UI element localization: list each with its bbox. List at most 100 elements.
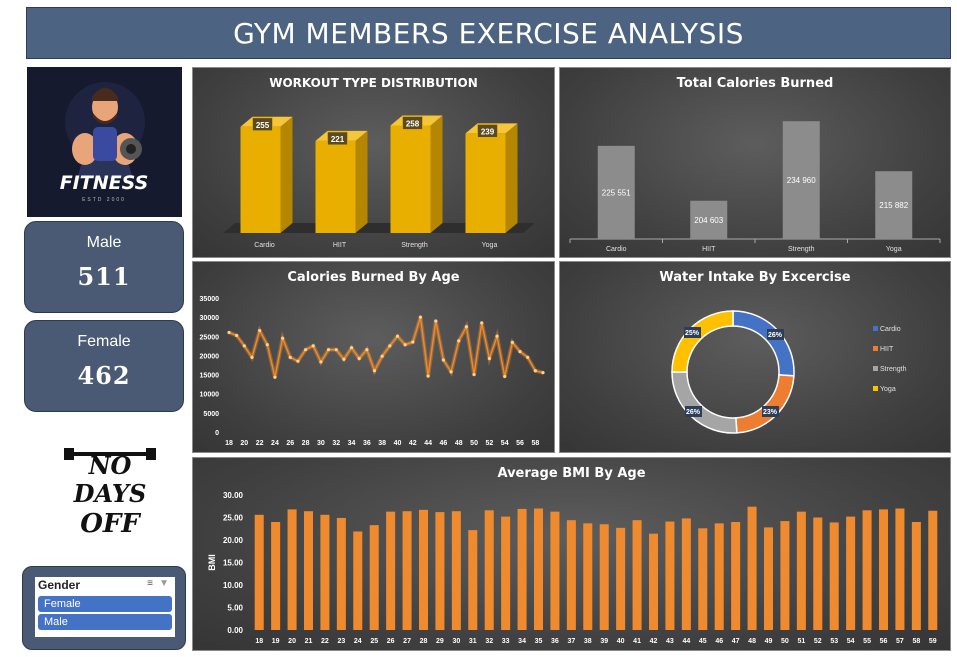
slicer-header: Gender ≡ ▼ (35, 577, 175, 594)
data-point (319, 360, 323, 364)
bar (763, 527, 774, 630)
data-point (464, 325, 469, 329)
x-tick-label: 38 (378, 440, 386, 447)
data-point (311, 344, 315, 348)
bar (435, 512, 445, 630)
gender-slicer: Gender ≡ ▼ Female Male (22, 566, 186, 650)
logo-brand: FITNESS (60, 172, 149, 194)
legend-swatch (873, 386, 878, 391)
bodybuilder-icon: FITNESS ESTD 2000 (60, 82, 149, 203)
calories-age-title: Calories Burned By Age (287, 270, 460, 285)
bar (846, 516, 856, 630)
data-point (403, 343, 407, 347)
bmi-age-title: Average BMI By Age (497, 466, 646, 481)
x-tick-label: 34 (348, 440, 356, 447)
floor (223, 223, 535, 233)
bar (315, 140, 356, 233)
category-label: 50 (781, 638, 789, 645)
bar (418, 509, 429, 630)
data-label: 23% (763, 409, 778, 416)
category-label: 39 (600, 638, 608, 645)
category-label: 36 (551, 638, 559, 645)
multi-select-icon[interactable]: ≡ (147, 578, 153, 589)
bar (690, 200, 728, 239)
category-label: 58 (912, 638, 920, 645)
data-point (487, 356, 491, 361)
bar (465, 133, 506, 233)
category-label: 26 (387, 638, 395, 645)
bar-side (505, 123, 518, 233)
female-label: Female (77, 333, 131, 350)
bar (386, 511, 396, 630)
slice (671, 310, 734, 373)
slicer-item-male[interactable]: Male (38, 614, 172, 630)
data-point (372, 369, 377, 373)
water-intake-chart: 26% 23% 26% 25% Cardio HIIT Strength Yoga (671, 310, 907, 434)
category-label: 49 (765, 638, 773, 645)
slicer-item-female[interactable]: Female (38, 596, 172, 612)
data-point (288, 355, 292, 359)
workout-type-title: WORKOUT TYPE DISTRIBUTION (269, 76, 478, 90)
bar (254, 514, 264, 630)
data-label: 26% (686, 409, 701, 416)
bar-side (355, 130, 368, 233)
slicer-body: Gender ≡ ▼ Female Male (35, 577, 175, 637)
x-tick-label: 54 (501, 440, 509, 447)
bar (928, 510, 938, 630)
data-point (273, 375, 277, 379)
y-tick-label: 5000 (203, 411, 219, 418)
bar (271, 522, 281, 630)
category-label: 22 (321, 638, 329, 645)
data-label: 258 (406, 120, 420, 129)
calories-age-panel: Calories Burned By Age 0 5000 10000 15000 20… (192, 261, 555, 453)
data-point (526, 355, 530, 359)
category-label: 59 (929, 638, 937, 645)
category-label: Yoga (886, 246, 902, 253)
data-label: 215 882 (879, 201, 908, 210)
y-tick-label: 20000 (200, 353, 220, 360)
legend-entry: HIIT (880, 346, 894, 353)
data-label-box (685, 406, 702, 417)
legend-swatch (873, 366, 878, 371)
data-point (510, 340, 514, 345)
category-label: 25 (370, 638, 378, 645)
data-label: 25% (685, 330, 700, 337)
bar (747, 506, 757, 630)
data-point (472, 372, 476, 377)
category-label: 53 (830, 638, 838, 645)
bar (648, 533, 659, 630)
category-label: 34 (518, 638, 526, 645)
data-point (457, 339, 461, 343)
x-tick-label: 44 (424, 440, 432, 447)
category-label: Cardio (606, 246, 627, 253)
slicer-title: Gender (38, 578, 81, 592)
bar (731, 522, 741, 630)
category-label: 33 (502, 638, 510, 645)
bar (616, 527, 626, 630)
bar (402, 511, 412, 630)
bar (780, 521, 790, 630)
clear-filter-icon[interactable]: ▼ (159, 578, 169, 589)
calories-type-title: Total Calories Burned (676, 76, 834, 91)
data-point (242, 344, 246, 348)
data-point (357, 356, 361, 361)
category-label: 20 (288, 638, 296, 645)
category-label: 24 (354, 638, 362, 645)
x-tick-label: 46 (440, 440, 448, 447)
y-tick-label: 15000 (200, 373, 220, 380)
category-label: 28 (420, 638, 428, 645)
data-point (265, 343, 269, 347)
header-banner: GYM MEMBERS EXERCISE ANALYSIS (26, 7, 951, 59)
bar (632, 520, 642, 630)
slice (735, 374, 795, 434)
y-tick-label: 20.00 (223, 536, 244, 545)
logo-tagline: ESTD 2000 (82, 197, 126, 203)
x-tick-label: 42 (409, 440, 417, 447)
bar (287, 509, 297, 630)
bar (681, 518, 691, 630)
svg-text:DAYS: DAYS (73, 479, 147, 508)
bar (583, 523, 593, 630)
category-label: 32 (485, 638, 493, 645)
legend-entry: Strength (880, 366, 907, 373)
x-tick-label: 52 (485, 440, 493, 447)
